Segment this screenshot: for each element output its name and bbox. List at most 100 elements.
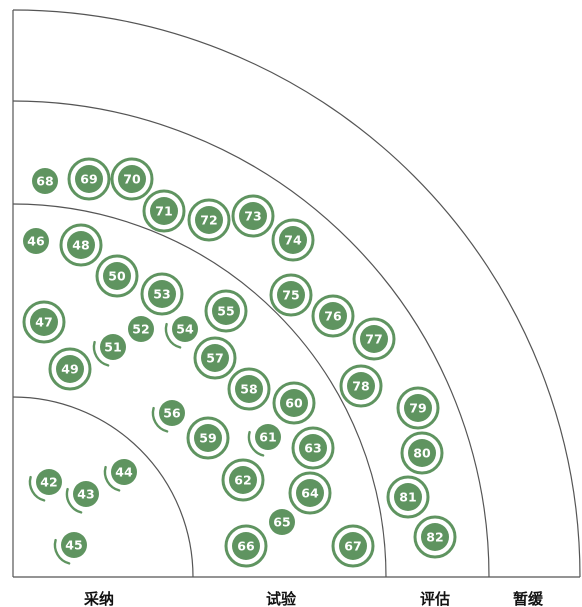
blip-74[interactable]: 74 <box>271 218 315 262</box>
blip-number: 59 <box>199 431 216 446</box>
blip-outline <box>193 336 237 380</box>
blip-dot <box>279 226 307 254</box>
blip-number: 47 <box>35 315 52 330</box>
blip-number: 50 <box>108 269 126 284</box>
blip-72[interactable]: 72 <box>187 198 231 242</box>
blip-dot <box>128 316 154 342</box>
blip-outline <box>386 475 430 519</box>
blip-dot <box>201 344 229 372</box>
blip-outline <box>396 386 440 430</box>
blip-arc <box>247 430 265 457</box>
blip-dot <box>269 509 295 535</box>
blip-dot <box>30 308 58 336</box>
blip-82[interactable]: 82 <box>413 515 457 559</box>
radar-rings <box>12 9 581 578</box>
blip-53[interactable]: 53 <box>140 272 184 316</box>
blip-64[interactable]: 64 <box>288 471 332 515</box>
blip-52[interactable]: 52 <box>128 316 154 342</box>
blip-62[interactable]: 62 <box>221 458 265 502</box>
blip-58[interactable]: 58 <box>227 367 271 411</box>
blip-arc <box>151 406 169 433</box>
blip-60[interactable]: 60 <box>272 381 316 425</box>
blip-number: 61 <box>259 430 276 445</box>
blip-number: 68 <box>36 174 53 189</box>
blip-dot <box>61 532 87 558</box>
blip-number: 52 <box>132 322 149 337</box>
blip-69[interactable]: 69 <box>67 157 111 201</box>
blip-dot <box>118 165 146 193</box>
ring-label-trial: 试验 <box>266 590 297 607</box>
blip-dot <box>56 355 84 383</box>
blip-number: 71 <box>155 204 172 219</box>
ring-boundary-assess <box>12 100 490 578</box>
blip-dot <box>299 434 327 462</box>
blip-number: 74 <box>284 233 302 248</box>
blip-67[interactable]: 67 <box>331 524 375 568</box>
blip-80[interactable]: 80 <box>400 431 444 475</box>
ring-label-adopt: 采纳 <box>83 590 114 607</box>
blip-79[interactable]: 79 <box>396 386 440 430</box>
blip-outline <box>291 426 335 470</box>
blip-outline <box>227 367 271 411</box>
blip-number: 49 <box>61 362 78 377</box>
blip-number: 48 <box>72 238 89 253</box>
blip-number: 64 <box>301 486 319 501</box>
blip-42[interactable]: 42 <box>28 469 62 502</box>
blip-number: 54 <box>176 322 194 337</box>
blip-49[interactable]: 49 <box>48 347 92 391</box>
blip-44[interactable]: 44 <box>103 459 137 492</box>
blip-outline <box>288 471 332 515</box>
blip-arc <box>28 475 46 502</box>
blip-dot <box>212 297 240 325</box>
blip-dot <box>229 466 257 494</box>
blip-number: 65 <box>273 515 290 530</box>
blip-57[interactable]: 57 <box>193 336 237 380</box>
blip-number: 45 <box>65 538 82 553</box>
ring-labels: 采纳 试验 评估 暂缓 <box>83 590 544 607</box>
blip-45[interactable]: 45 <box>53 532 87 565</box>
blip-outline <box>352 317 396 361</box>
blip-54[interactable]: 54 <box>164 316 198 349</box>
blip-75[interactable]: 75 <box>269 273 313 317</box>
blip-66[interactable]: 66 <box>224 524 268 568</box>
blip-56[interactable]: 56 <box>151 400 185 433</box>
blip-dot <box>195 206 223 234</box>
ring-label-assess: 评估 <box>420 590 450 607</box>
blip-81[interactable]: 81 <box>386 475 430 519</box>
blip-dot <box>235 375 263 403</box>
blip-dot <box>319 302 347 330</box>
blip-outline <box>187 198 231 242</box>
blip-55[interactable]: 55 <box>204 289 248 333</box>
blip-70[interactable]: 70 <box>110 157 154 201</box>
blip-50[interactable]: 50 <box>95 254 139 298</box>
blip-outline <box>331 524 375 568</box>
blip-dot <box>404 394 432 422</box>
blip-51[interactable]: 51 <box>92 334 126 367</box>
blip-outline <box>224 524 268 568</box>
blip-71[interactable]: 71 <box>142 189 186 233</box>
blip-59[interactable]: 59 <box>186 416 230 460</box>
blip-63[interactable]: 63 <box>291 426 335 470</box>
blip-76[interactable]: 76 <box>311 294 355 338</box>
blip-77[interactable]: 77 <box>352 317 396 361</box>
blip-dot <box>296 479 324 507</box>
blip-outline <box>67 157 111 201</box>
blip-68[interactable]: 68 <box>32 168 58 194</box>
blip-arc <box>53 538 71 565</box>
blip-number: 55 <box>217 304 234 319</box>
blip-number: 58 <box>240 382 257 397</box>
blip-dot <box>394 483 422 511</box>
blip-78[interactable]: 78 <box>339 364 383 408</box>
blip-dot <box>360 325 388 353</box>
blip-number: 63 <box>304 441 321 456</box>
blip-61[interactable]: 61 <box>247 424 281 457</box>
blip-73[interactable]: 73 <box>231 194 275 238</box>
blip-46[interactable]: 46 <box>23 228 49 254</box>
blip-number: 60 <box>285 396 303 411</box>
blip-outline <box>400 431 444 475</box>
blip-65[interactable]: 65 <box>269 509 295 535</box>
blip-number: 72 <box>200 213 217 228</box>
blip-43[interactable]: 43 <box>65 481 99 514</box>
blip-47[interactable]: 47 <box>22 300 66 344</box>
blip-48[interactable]: 48 <box>59 223 103 267</box>
